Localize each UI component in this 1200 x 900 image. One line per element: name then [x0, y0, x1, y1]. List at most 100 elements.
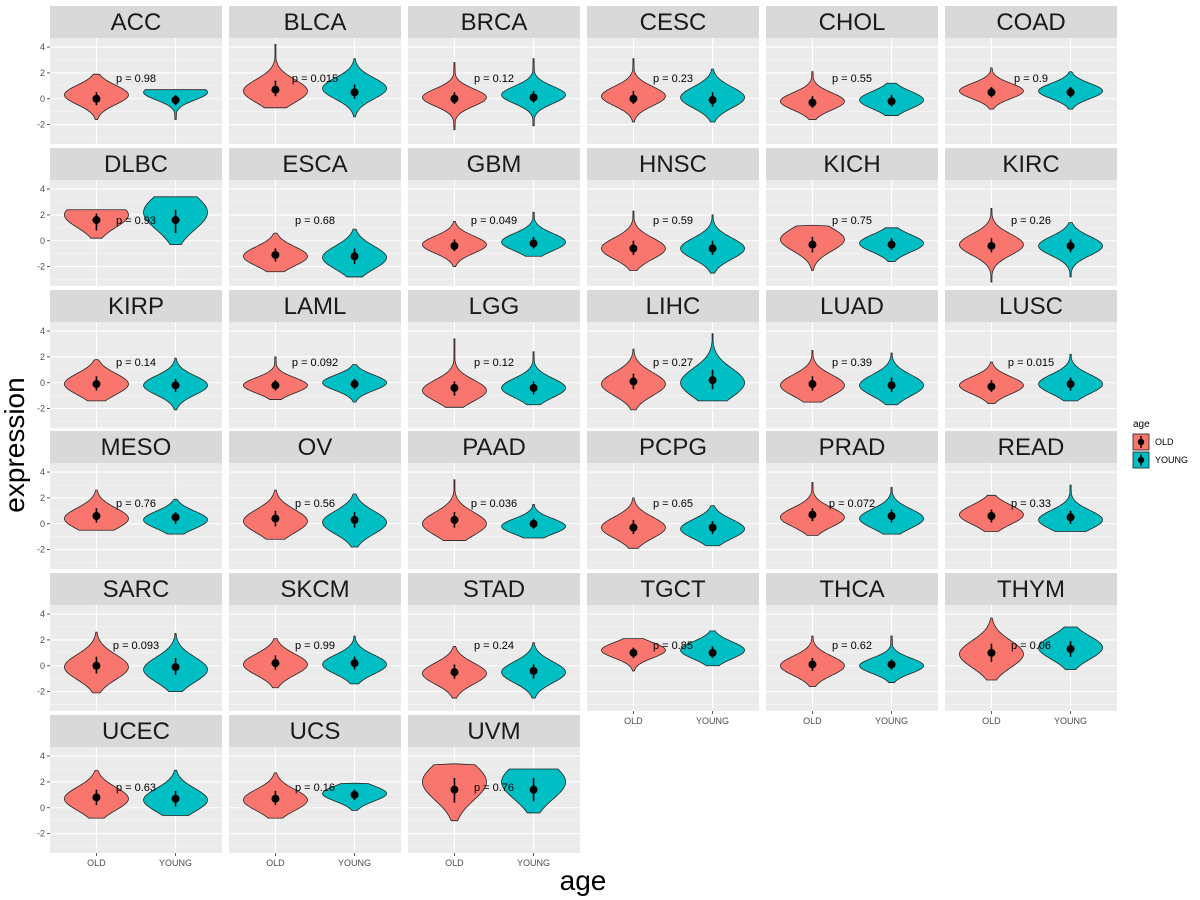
x-tick-label: YOUNG [696, 716, 729, 726]
p-value-label: p = 0.27 [653, 357, 693, 369]
p-value-label: p = 0.63 [116, 782, 156, 794]
p-value-label: p = 0.14 [116, 357, 156, 369]
y-tick-label: 0 [40, 661, 45, 671]
p-value-label: p = 0.65 [653, 498, 693, 510]
facet-label: COAD [996, 9, 1065, 36]
panel-background [408, 747, 580, 853]
violin-young [680, 333, 745, 402]
panel-read: READ p = 0.33 [945, 431, 1117, 569]
facet-strip [766, 573, 938, 605]
y-tick-label: 4 [40, 467, 45, 477]
median-point-young [171, 96, 180, 105]
p-value-label: p = 0.092 [292, 357, 338, 369]
median-point-old [271, 381, 280, 390]
p-value-label: p = 0.015 [1008, 357, 1054, 369]
y-tick-label: 4 [40, 184, 45, 194]
panel-sarc: SARC -2 0 2 4 p = 0.093 [37, 573, 222, 711]
p-value-label: p = 0.06 [1011, 640, 1051, 652]
p-value-label: p = 0.62 [832, 640, 872, 652]
median-point-old [808, 380, 817, 389]
median-point-young [708, 523, 717, 532]
facet-label: PRAD [819, 434, 886, 461]
x-axis-title: age [560, 865, 607, 896]
facet-label: PCPG [639, 434, 707, 461]
panel-esca: ESCA p = 0.68 [229, 148, 401, 286]
facet-label: UVM [467, 718, 520, 745]
panel-background [408, 180, 580, 286]
p-value-label: p = 0.12 [474, 357, 514, 369]
panel-background [766, 322, 938, 428]
facet-strip [50, 148, 222, 180]
panel-chol: CHOL p = 0.55 [766, 6, 938, 144]
median-point-young [708, 648, 717, 657]
x-tick-label: OLD [87, 858, 106, 868]
y-tick-label: 0 [40, 803, 45, 813]
y-axis-title: expression [0, 377, 30, 512]
panel-cesc: CESC p = 0.23 [587, 6, 759, 144]
panel-coad: COAD p = 0.9 [945, 6, 1117, 144]
panel-prad: PRAD p = 0.072 [766, 431, 938, 569]
violin-old [243, 356, 308, 400]
median-point-young [529, 519, 538, 528]
violin-young [859, 635, 924, 683]
panel-dlbc: DLBC -2 0 2 4 p = 0.93 [37, 148, 222, 286]
median-point-old [450, 515, 459, 524]
facet-strip [945, 6, 1117, 38]
facet-label: BLCA [284, 9, 347, 36]
facet-label: LAML [284, 293, 347, 320]
median-point-young [171, 381, 180, 390]
p-value-label: p = 0.16 [295, 782, 335, 794]
facet-label: THYM [997, 576, 1065, 603]
panel-skcm: SKCM p = 0.99 [229, 573, 401, 711]
violin-young [501, 211, 566, 257]
median-point-young [708, 376, 717, 385]
p-value-label: p = 0.59 [653, 215, 693, 227]
median-point-young [1066, 380, 1075, 389]
p-value-label: p = 0.76 [116, 498, 156, 510]
panel-gbm: GBM p = 0.049 [408, 148, 580, 286]
facet-strip [587, 148, 759, 180]
legend-label-young: YOUNG [1155, 455, 1188, 465]
y-tick-label: -2 [37, 545, 45, 555]
violin-old [601, 58, 666, 123]
legend: age OLD YOUNG [1132, 419, 1188, 469]
facet-strip [50, 715, 222, 747]
y-tick-label: 2 [40, 210, 45, 220]
y-tick-label: 2 [40, 68, 45, 78]
p-value-label: p = 0.072 [829, 498, 875, 510]
median-point-old [450, 94, 459, 103]
median-point-old [629, 648, 638, 657]
y-tick-label: 0 [40, 378, 45, 388]
y-tick-label: 4 [40, 326, 45, 336]
panel-thym: THYM p = 0.06 OLD YOUNG [945, 573, 1117, 726]
x-tick-label: YOUNG [875, 716, 908, 726]
facet-label: SARC [103, 576, 170, 603]
median-point-young [1066, 241, 1075, 250]
facet-label: KICH [823, 151, 880, 178]
x-tick-label: OLD [445, 858, 464, 868]
median-point-old [629, 377, 638, 386]
p-value-label: p = 0.036 [471, 498, 517, 510]
facet-strip [408, 148, 580, 180]
violin-young [501, 351, 566, 406]
facet-strip [945, 573, 1117, 605]
p-value-label: p = 0.093 [113, 640, 159, 652]
median-point-young [529, 239, 538, 248]
y-tick-label: 4 [40, 42, 45, 52]
median-point-old [808, 660, 817, 669]
panel-background [587, 180, 759, 286]
median-point-old [629, 244, 638, 253]
violin-old [601, 210, 666, 271]
median-point-old [271, 794, 280, 803]
median-point-young [171, 794, 180, 803]
median-point-old [450, 785, 459, 794]
p-value-label: p = 0.56 [295, 498, 335, 510]
median-point-old [271, 250, 280, 259]
x-tick-label: YOUNG [159, 858, 192, 868]
facet-strip [50, 290, 222, 322]
p-value-label: p = 0.39 [832, 357, 872, 369]
p-value-label: p = 0.015 [292, 73, 338, 85]
y-tick-label: -2 [37, 262, 45, 272]
median-point-young [350, 88, 359, 97]
